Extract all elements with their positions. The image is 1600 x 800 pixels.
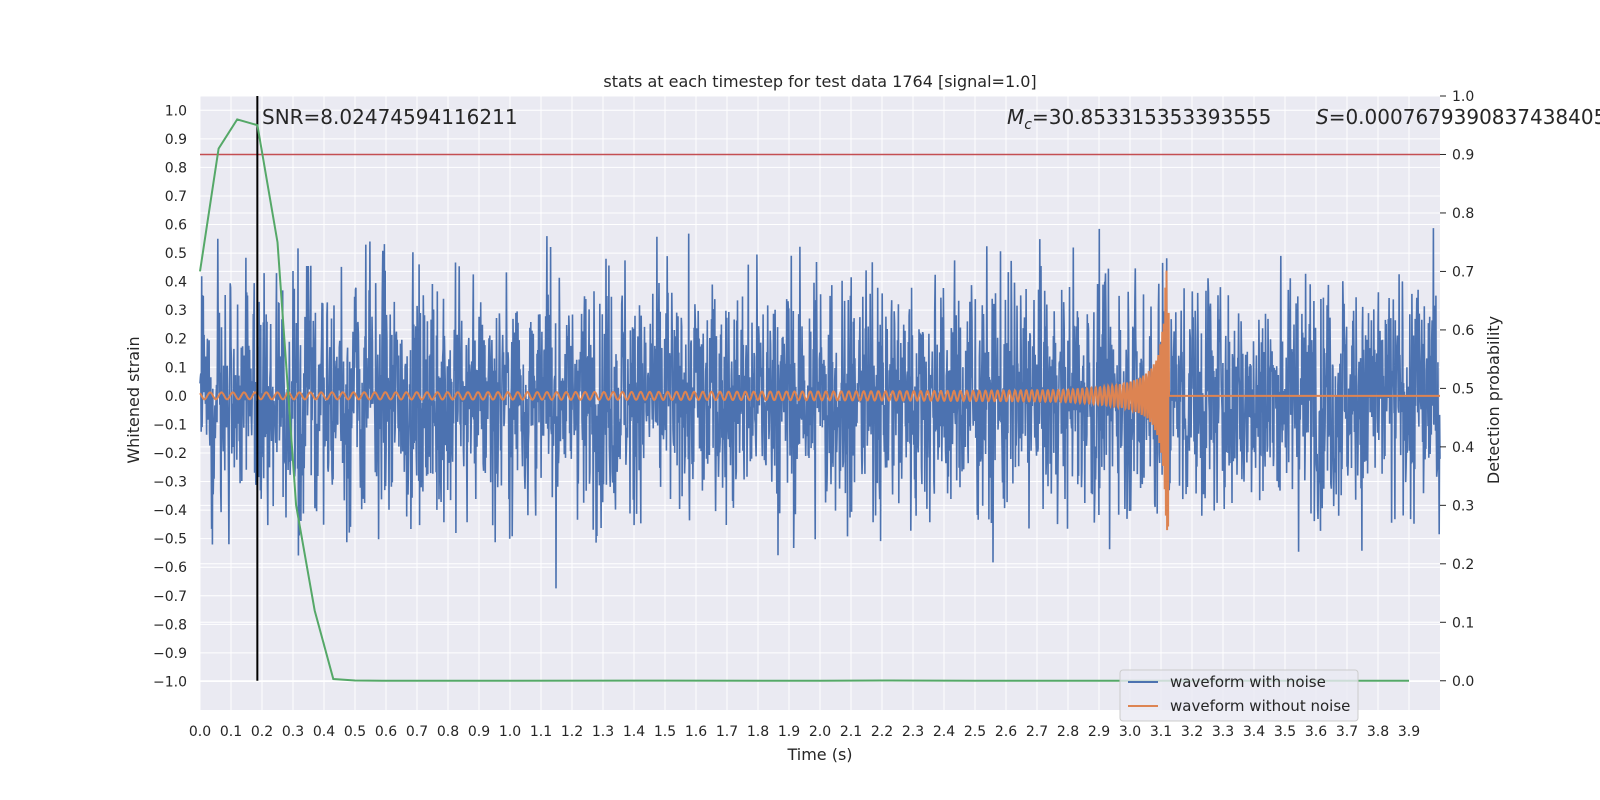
x-tick-label: 1.4 — [623, 724, 645, 740]
x-tick-label: 1.1 — [530, 724, 552, 740]
x-tick-label: 0.7 — [406, 724, 428, 740]
x-tick-label: 2.0 — [809, 724, 831, 740]
y-tick-label: −0.1 — [153, 417, 187, 433]
x-tick-label: 1.9 — [778, 724, 800, 740]
x-tick-label: 2.3 — [902, 724, 924, 740]
noisy-waveform-line — [199, 228, 1441, 589]
snr-annotation: SNR=8.02474594116211 — [262, 105, 518, 129]
y2-tick-label: 0.9 — [1452, 147, 1474, 163]
x-tick-label: 1.6 — [685, 724, 707, 740]
x-tick-label: 2.4 — [933, 724, 955, 740]
y2-axis-label: Detection probability — [1484, 316, 1503, 484]
x-tick-label: 1.2 — [561, 724, 583, 740]
x-tick-label: 2.7 — [1026, 724, 1048, 740]
x-tick-label: 1.3 — [592, 724, 614, 740]
y2-tick-label: 0.1 — [1452, 615, 1474, 631]
y-tick-label: 0.5 — [165, 246, 187, 262]
s-annotation: S=0.0007679390837438405 — [1316, 105, 1600, 129]
y-tick-label: 0.3 — [165, 303, 187, 319]
y2-tick-label: 0.3 — [1452, 498, 1474, 514]
x-tick-label: 0.3 — [282, 724, 304, 740]
x-tick-label: 1.7 — [716, 724, 738, 740]
x-tick-label: 3.9 — [1398, 724, 1420, 740]
series-waveform-with-noise — [199, 228, 1441, 589]
x-tick-label: 2.2 — [871, 724, 893, 740]
y-tick-label: 0.4 — [165, 275, 187, 291]
legend: waveform with noise waveform without noi… — [1119, 669, 1359, 722]
y-tick-label: 0.9 — [165, 132, 187, 148]
y-tick-label: −0.4 — [153, 503, 187, 519]
x-tick-label: 2.9 — [1088, 724, 1110, 740]
legend-label-clean: waveform without noise — [1170, 697, 1350, 715]
y2-tick-label: 0.7 — [1452, 264, 1474, 280]
x-tick-label: 0.2 — [251, 724, 273, 740]
chirp-mass-annotation: Mc=30.853315353393555 — [1007, 105, 1271, 133]
x-tick-label: 2.6 — [995, 724, 1017, 740]
y-tick-labels: 1.0 0.9 0.8 0.7 0.6 0.5 0.4 0.3 0.2 0.1 0.0 −0.1 −0.… — [153, 103, 187, 690]
y-axis-label: Whitened strain — [124, 336, 143, 463]
legend-box — [1119, 669, 1359, 722]
y-tick-label: −1.0 — [153, 674, 187, 690]
y-tick-label: 0.6 — [165, 218, 187, 234]
x-tick-label: 3.7 — [1336, 724, 1358, 740]
x-tick-label: 0.9 — [468, 724, 490, 740]
y-tick-label: 0.7 — [165, 189, 187, 205]
y2-tick-label: 0.0 — [1452, 674, 1474, 690]
x-tick-label: 0.5 — [344, 724, 366, 740]
x-tick-label: 2.1 — [840, 724, 862, 740]
x-tick-label: 0.6 — [375, 724, 397, 740]
x-tick-label: 3.5 — [1274, 724, 1296, 740]
legend-label-noisy: waveform with noise — [1170, 673, 1326, 691]
y-tick-label: 0.1 — [165, 360, 187, 376]
x-tick-label: 3.6 — [1305, 724, 1327, 740]
x-tick-label: 3.0 — [1119, 724, 1141, 740]
y-tick-label: −0.3 — [153, 475, 187, 491]
y-tick-label: 0.2 — [165, 332, 187, 348]
y2-tick-label: 0.8 — [1452, 206, 1474, 222]
y-tick-label: 1.0 — [165, 103, 187, 119]
x-tick-label: 0.8 — [437, 724, 459, 740]
x-tick-label: 0.1 — [220, 724, 242, 740]
series-detection-probability — [199, 118, 1409, 682]
x-axis-label: Time (s) — [786, 745, 852, 764]
y-tick-label: −0.9 — [153, 646, 187, 662]
y-tick-label: −0.2 — [153, 446, 187, 462]
y2-tick-label: 0.6 — [1452, 323, 1474, 339]
x-tick-label: 1.5 — [654, 724, 676, 740]
y-tick-label: −0.8 — [153, 617, 187, 633]
x-tick-label: 3.2 — [1181, 724, 1203, 740]
y-tick-label: −0.6 — [153, 560, 187, 576]
chart-title: stats at each timestep for test data 176… — [603, 72, 1036, 91]
y-tick-label: −0.5 — [153, 532, 187, 548]
x-tick-label: 0.4 — [313, 724, 335, 740]
y-tick-label: 0.0 — [165, 389, 187, 405]
x-tick-label: 0.0 — [189, 724, 211, 740]
y-tick-label: 0.8 — [165, 160, 187, 176]
y2-tick-label: 0.4 — [1452, 440, 1474, 456]
y2-tick-label: 1.0 — [1452, 89, 1474, 105]
x-tick-label: 3.8 — [1367, 724, 1389, 740]
x-tick-label: 2.8 — [1057, 724, 1079, 740]
y2-tick-label: 0.5 — [1452, 381, 1474, 397]
x-tick-label: 1.8 — [747, 724, 769, 740]
x-tick-label: 3.1 — [1150, 724, 1172, 740]
series-waveform-without-noise — [199, 270, 1440, 531]
y2-tick-labels: 0.0 0.1 0.2 0.3 0.4 0.5 0.6 0.7 0.8 0.9 1.0 — [1440, 89, 1474, 690]
x-tick-label: 3.3 — [1212, 724, 1234, 740]
x-tick-label: 1.0 — [499, 724, 521, 740]
x-tick-label: 3.4 — [1243, 724, 1265, 740]
y2-tick-label: 0.2 — [1452, 557, 1474, 573]
y-tick-label: −0.7 — [153, 589, 187, 605]
x-tick-labels: 0.0 0.1 0.2 0.3 0.4 0.5 0.6 0.7 0.8 0.9 1.0 1.1 1.2 1… — [189, 724, 1420, 740]
x-tick-label: 2.5 — [964, 724, 986, 740]
